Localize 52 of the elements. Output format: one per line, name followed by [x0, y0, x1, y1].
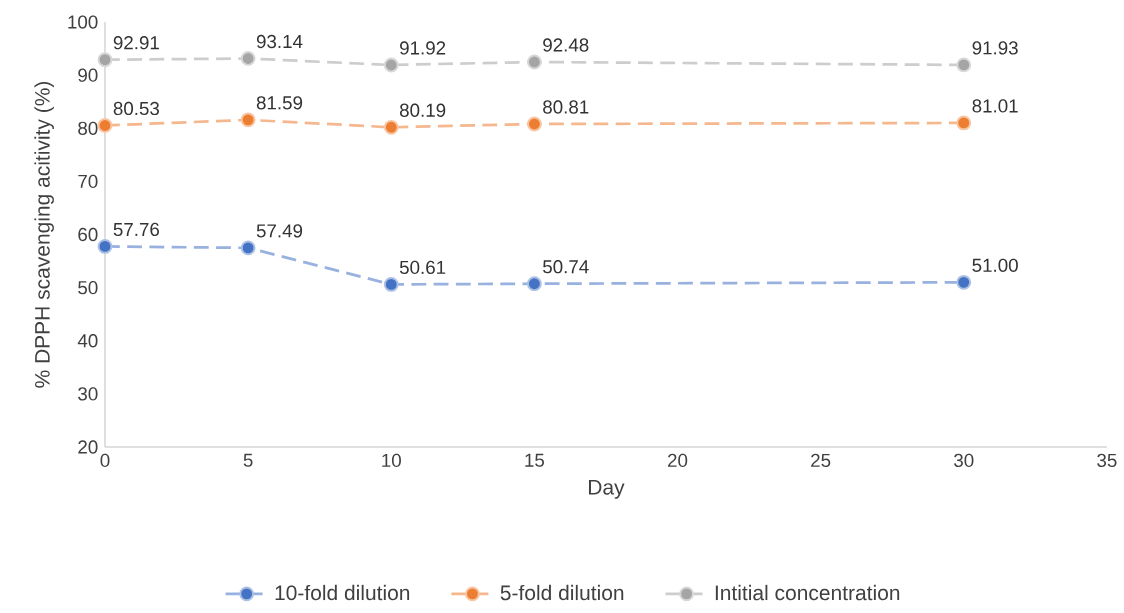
point	[956, 57, 972, 73]
point	[526, 276, 542, 292]
point	[240, 240, 256, 256]
point	[526, 116, 542, 132]
data-label: 80.81	[543, 100, 589, 114]
point	[956, 275, 972, 290]
y-tick-label: 30	[78, 387, 98, 401]
data-label: 57.49	[256, 224, 303, 238]
point	[97, 239, 113, 254]
y-tick-label: 80	[78, 121, 98, 136]
data-label: 92.48	[543, 38, 589, 52]
y-tick-label: 70	[78, 174, 98, 189]
point	[240, 51, 256, 67]
y-tick-label: 20	[78, 440, 98, 454]
data-label: 80.53	[113, 101, 160, 116]
point	[383, 57, 399, 73]
y-tick-label: 50	[78, 281, 98, 295]
point	[97, 118, 113, 134]
data-label: 81.59	[256, 96, 303, 110]
legend-label: Intitial concentration	[715, 584, 900, 601]
data-label: 57.76	[113, 222, 160, 237]
point	[383, 277, 399, 292]
data-label: 91.92	[400, 41, 446, 55]
y-tick-label: 100	[68, 15, 98, 29]
data-label: 91.93	[972, 41, 1018, 55]
legend-label: 5-fold dilution	[500, 584, 624, 601]
x-tick-label: 35	[1097, 453, 1117, 468]
data-label: 92.91	[113, 36, 159, 50]
y-tick-label: 90	[78, 68, 98, 82]
x-tick-label: 25	[811, 453, 831, 468]
legend-label: 10-fold dilution	[275, 584, 410, 601]
y-axis-title: % DPPH scavenging acitivity (%)	[34, 82, 54, 388]
x-tick-label: 5	[243, 453, 253, 467]
point	[526, 54, 542, 70]
data-label: 50.74	[543, 260, 589, 274]
point	[97, 52, 113, 68]
x-tick-label: 0	[100, 453, 110, 468]
data-label: 81.01	[972, 99, 1018, 113]
point	[956, 115, 972, 131]
point	[240, 112, 256, 128]
x-tick-label: 10	[382, 453, 401, 468]
y-tick-label: 40	[77, 334, 98, 348]
x-tick-label: 15	[525, 453, 545, 467]
x-axis-title: Day	[588, 480, 625, 499]
x-tick-label: 30	[954, 453, 974, 468]
data-label: 50.61	[399, 260, 446, 275]
x-tick-label: 20	[668, 453, 688, 468]
y-tick-label: 60	[78, 227, 98, 242]
data-label: 93.14	[256, 34, 303, 49]
data-label: 80.19	[399, 103, 446, 118]
data-label: 51.00	[972, 258, 1018, 273]
point	[383, 120, 399, 135]
